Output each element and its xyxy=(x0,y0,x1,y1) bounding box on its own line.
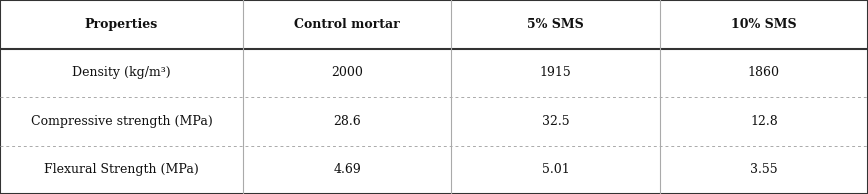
Text: 3.55: 3.55 xyxy=(750,163,778,176)
Text: Compressive strength (MPa): Compressive strength (MPa) xyxy=(30,115,213,128)
Text: 2000: 2000 xyxy=(332,66,363,79)
Text: Properties: Properties xyxy=(85,18,158,31)
Text: 1915: 1915 xyxy=(540,66,571,79)
Text: 32.5: 32.5 xyxy=(542,115,569,128)
Text: 10% SMS: 10% SMS xyxy=(731,18,797,31)
Text: Flexural Strength (MPa): Flexural Strength (MPa) xyxy=(44,163,199,176)
Text: 4.69: 4.69 xyxy=(333,163,361,176)
Text: Density (kg/m³): Density (kg/m³) xyxy=(72,66,171,79)
Text: Control mortar: Control mortar xyxy=(294,18,400,31)
Text: 28.6: 28.6 xyxy=(333,115,361,128)
Text: 5.01: 5.01 xyxy=(542,163,569,176)
Text: 5% SMS: 5% SMS xyxy=(527,18,584,31)
Text: 12.8: 12.8 xyxy=(750,115,778,128)
Text: 1860: 1860 xyxy=(748,66,779,79)
